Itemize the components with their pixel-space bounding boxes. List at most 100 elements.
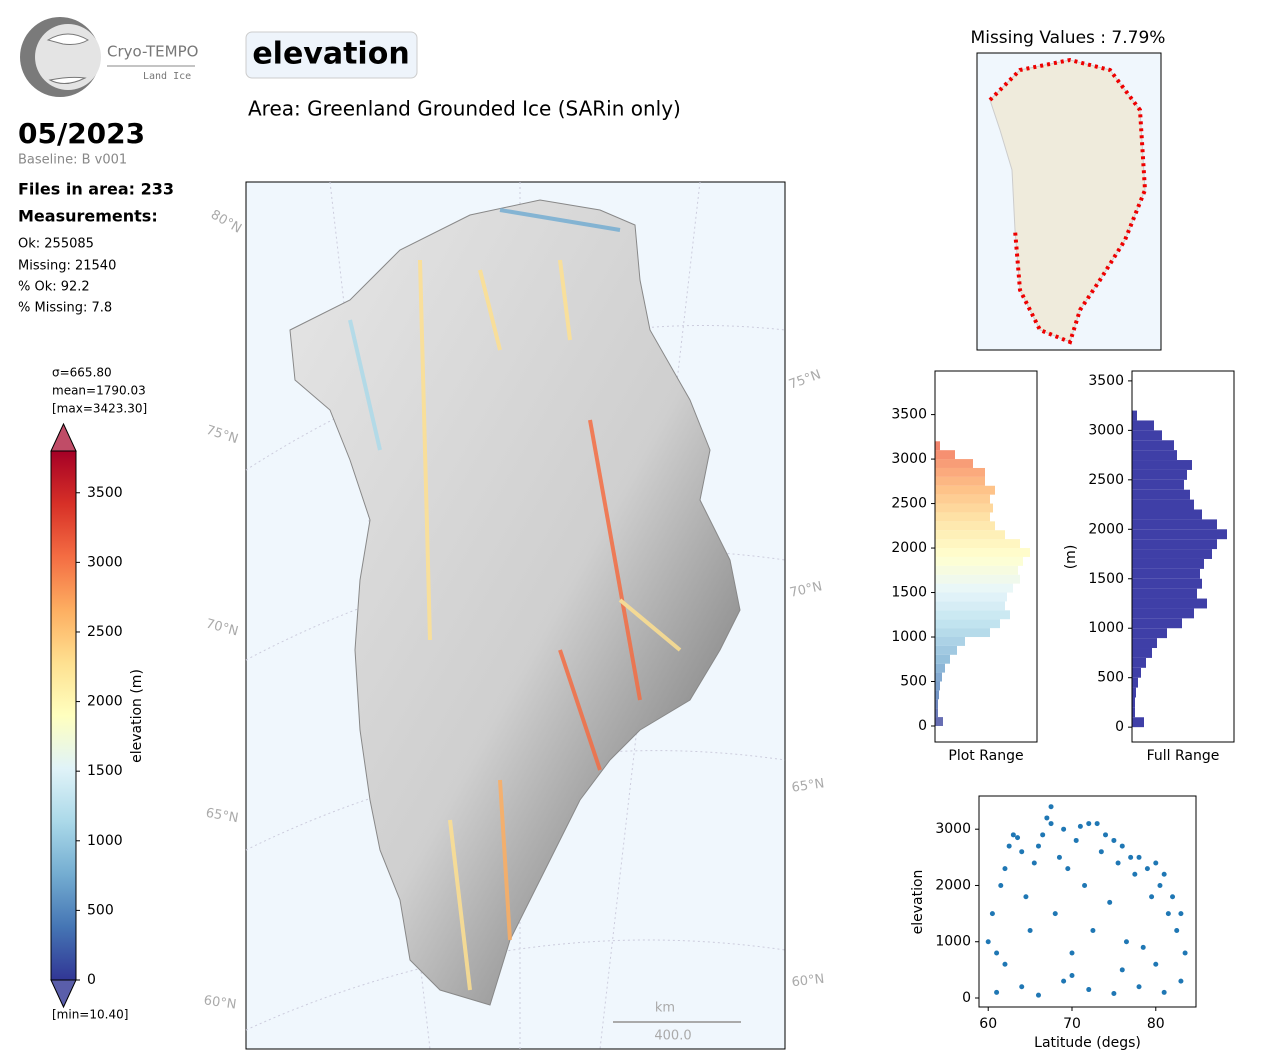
point [1149, 894, 1155, 900]
point [1023, 894, 1029, 900]
point [985, 939, 991, 945]
hist-bar [1132, 568, 1200, 579]
colorbar [51, 451, 76, 980]
hist-bar [935, 459, 973, 468]
tick-label: 1500 [891, 585, 927, 601]
hist-bar [935, 645, 957, 655]
colorbar-annotation: [min=10.40] [52, 1008, 128, 1022]
hist-bar [1132, 608, 1194, 619]
tick-label: 3000 [891, 451, 927, 467]
hist-bar [1132, 697, 1135, 708]
tick-label: 500 [900, 674, 927, 690]
lat-label: 70°N [788, 579, 823, 600]
hist-bar [935, 619, 1000, 629]
point [1098, 849, 1104, 855]
point [1119, 843, 1125, 849]
lat-label: 80°N [208, 207, 244, 236]
point [1123, 939, 1129, 945]
point [994, 950, 1000, 956]
tick-label: 3500 [1088, 373, 1124, 389]
tick-label: 2000 [891, 540, 927, 556]
colorbar-annotation: σ=665.80 [52, 366, 112, 380]
hist-bar [935, 556, 1023, 566]
point [1027, 927, 1033, 933]
hist-bar [1132, 489, 1190, 500]
tick-label: 2000 [87, 694, 123, 710]
tick-label: 0 [918, 718, 927, 734]
hist-bar [1132, 707, 1135, 718]
logo-subtitle: Land Ice [143, 71, 191, 82]
hist-bar [1132, 578, 1202, 589]
hist-bar [1132, 638, 1157, 649]
lat-label: 70°N [204, 617, 240, 640]
point [1073, 837, 1079, 843]
hist-bar [1132, 420, 1154, 431]
point [1119, 967, 1125, 973]
point [1128, 854, 1134, 860]
hist-bar [935, 672, 942, 682]
point [1111, 990, 1117, 996]
hist-bar [1132, 648, 1152, 658]
point [994, 989, 1000, 995]
hist-bar [1132, 598, 1207, 609]
point [1010, 832, 1016, 838]
hist-bar [1132, 667, 1141, 678]
scale-label: 400.0 [654, 1029, 691, 1044]
area: Area: Greenland Grounded Ice (SARin only… [248, 97, 681, 121]
tick-label: 0 [962, 990, 971, 1006]
x-label: Full Range [1147, 748, 1220, 764]
point [1002, 961, 1008, 967]
hist-bar [1132, 529, 1227, 540]
point [1170, 894, 1176, 900]
point [1002, 866, 1008, 872]
hist-bar [1132, 618, 1182, 629]
hist-bar [935, 592, 1007, 602]
hist-bar [1132, 687, 1136, 698]
hist-bar [935, 637, 965, 646]
hist-bar [935, 476, 985, 486]
date: 05/2023 [18, 117, 145, 150]
title-box [245, 31, 418, 79]
point [1140, 944, 1146, 950]
axes-frame [934, 370, 1038, 743]
hist-bar [935, 530, 1005, 540]
tick-label: 0 [87, 972, 96, 988]
point [1052, 911, 1058, 917]
colorbar-annotation: mean=1790.03 [52, 384, 146, 398]
point [989, 911, 995, 917]
point [1094, 821, 1100, 827]
point [1048, 804, 1054, 810]
hist-bar [1132, 410, 1137, 421]
tick-label: 3000 [1088, 422, 1124, 438]
hist-bar [935, 708, 938, 718]
tick-label: 0 [1115, 719, 1124, 735]
main-map [245, 181, 786, 1050]
hist-bar [1132, 440, 1174, 451]
hist-bar [935, 717, 943, 726]
point [1006, 843, 1012, 849]
hist-bar [935, 441, 940, 451]
point [1161, 989, 1167, 995]
missing-map [976, 52, 1162, 351]
point [1178, 911, 1184, 917]
point [1161, 871, 1167, 877]
hist-bar [1132, 657, 1146, 668]
colorbar-label: elevation (m) [129, 669, 145, 763]
hist-bar [1132, 677, 1138, 688]
hist-bar [1132, 519, 1217, 530]
hist-bar [935, 565, 1018, 575]
point [1040, 832, 1046, 838]
hist-bar [1132, 549, 1212, 559]
point [1015, 835, 1021, 841]
tick-label: 70 [1063, 1016, 1081, 1032]
hist-bar [935, 574, 1020, 584]
hist-bar [935, 601, 1005, 611]
point [998, 882, 1004, 888]
map-title: Missing Values : 7.79% [971, 28, 1166, 48]
lat-label: 65°N [791, 776, 826, 795]
point [1086, 987, 1092, 993]
point [1069, 972, 1075, 978]
point [1048, 821, 1054, 827]
x-label: Plot Range [948, 748, 1023, 764]
